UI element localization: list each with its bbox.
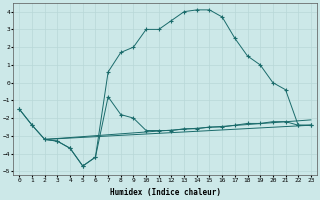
X-axis label: Humidex (Indice chaleur): Humidex (Indice chaleur) (110, 188, 220, 197)
